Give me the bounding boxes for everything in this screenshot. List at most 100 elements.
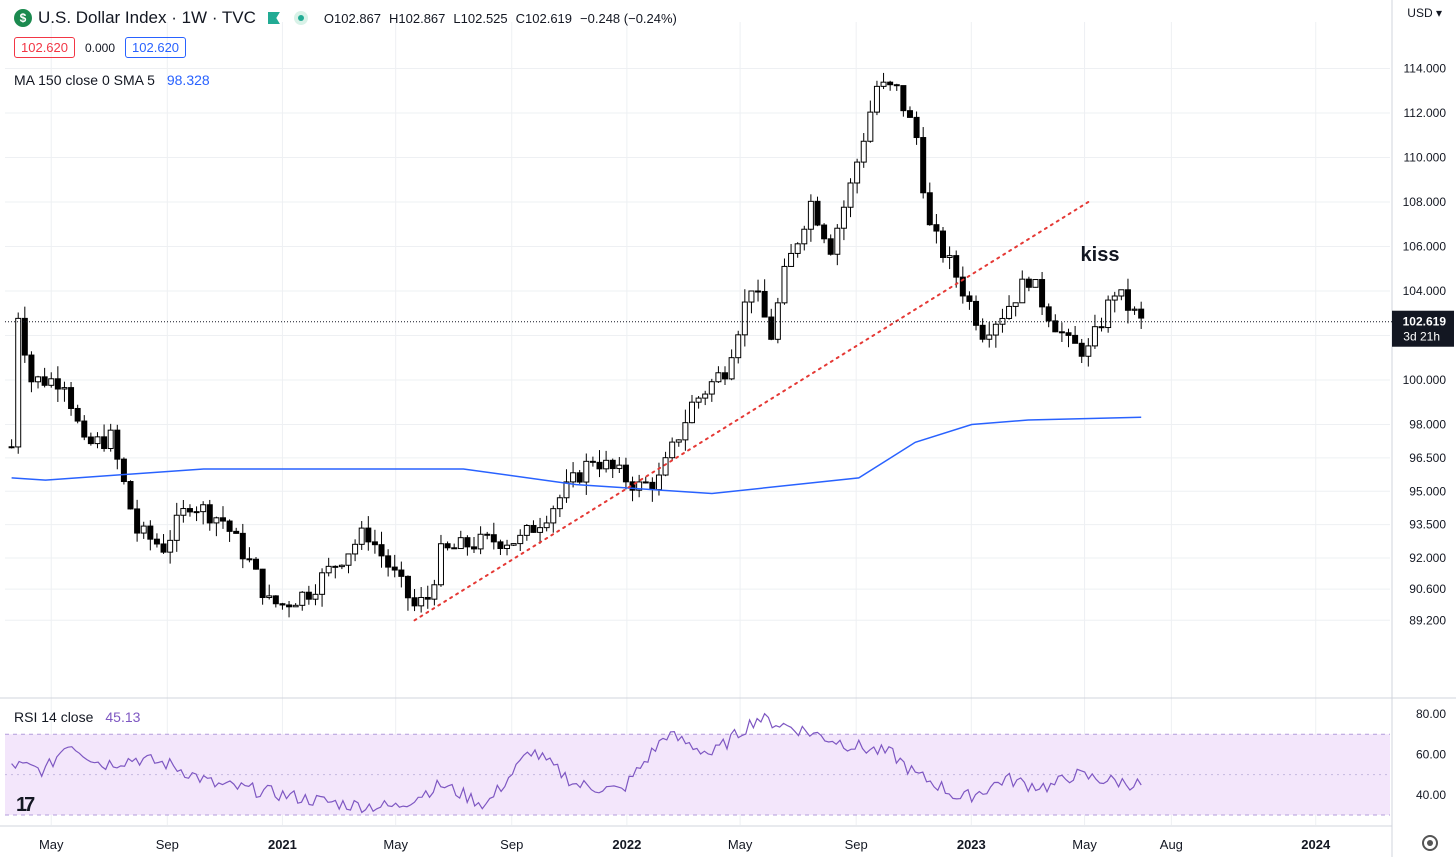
- candle-body: [451, 547, 458, 550]
- candle-body: [755, 290, 762, 293]
- time-tick-label: 2024: [1301, 837, 1331, 852]
- candle-body: [603, 459, 610, 470]
- price-tick-label: 114.000: [1404, 62, 1447, 76]
- candle-body: [200, 504, 207, 513]
- ohlc-low: L102.525: [453, 10, 508, 26]
- candle-body: [794, 243, 801, 254]
- time-tick-label: Sep: [500, 837, 523, 852]
- candle-body: [1045, 306, 1052, 322]
- price-tick-label: 104.000: [1403, 284, 1447, 298]
- candle-body: [272, 595, 279, 605]
- candle-body: [589, 460, 596, 463]
- time-tick-label: 2023: [957, 837, 986, 852]
- candle-body: [286, 604, 293, 608]
- candle-body: [279, 603, 286, 606]
- candle-body: [101, 436, 108, 449]
- candle-body: [497, 541, 504, 550]
- candle-body: [510, 543, 517, 546]
- symbol-legend[interactable]: $ U.S. Dollar Index · 1W · TVC O102.867 …: [14, 8, 677, 28]
- flag-icon[interactable]: [267, 12, 280, 24]
- ohlc-high: H102.867: [389, 10, 446, 26]
- candle-body: [173, 514, 180, 541]
- ohlc-close: C102.619: [515, 10, 573, 26]
- candle-body: [953, 255, 960, 278]
- spread-value: 0.000: [85, 40, 116, 55]
- ma-legend-value: 98.328: [166, 72, 210, 88]
- candle-body: [107, 429, 114, 449]
- candle-body: [1085, 345, 1092, 357]
- rsi-tick-label: 60.00: [1416, 747, 1446, 761]
- candle-body: [880, 81, 887, 87]
- candle-body: [332, 565, 339, 568]
- candle-body: [378, 544, 385, 557]
- candle-body: [556, 497, 563, 510]
- candle-body: [860, 140, 867, 163]
- time-tick-label: Aug: [1160, 837, 1183, 852]
- candle-body: [867, 111, 874, 142]
- candle-body: [411, 597, 418, 607]
- market-status-icon[interactable]: [293, 11, 308, 25]
- candle-body: [741, 301, 748, 336]
- ma-150-line: [11, 416, 1142, 495]
- candle-body: [992, 323, 999, 336]
- candle-body: [1019, 278, 1026, 304]
- candle-body: [1058, 331, 1065, 334]
- candle-body: [1072, 334, 1079, 344]
- candle-body: [622, 464, 629, 483]
- candle-body: [246, 558, 253, 561]
- candle-body: [385, 555, 392, 568]
- time-tick-label: May: [728, 837, 753, 852]
- candle-body: [537, 527, 544, 533]
- candle-body: [940, 230, 946, 258]
- candle-body: [1091, 326, 1098, 347]
- rsi-legend[interactable]: RSI 14 close 45.13: [14, 709, 140, 725]
- candle-body: [358, 527, 365, 545]
- candle-body: [305, 591, 312, 600]
- candle-body: [68, 387, 75, 409]
- currency-label: USD: [1407, 6, 1433, 20]
- candle-body: [695, 397, 702, 403]
- candle-body: [180, 508, 187, 516]
- time-tick-label: May: [39, 837, 64, 852]
- rsi-band: [5, 734, 1390, 815]
- candle-body: [517, 534, 524, 545]
- ma-legend[interactable]: MA 150 close 0 SMA 5 98.328: [14, 72, 210, 88]
- candle-body: [1105, 299, 1112, 329]
- candle-body: [642, 481, 649, 484]
- symbol-title[interactable]: U.S. Dollar Index · 1W · TVC: [38, 8, 256, 27]
- candle-body: [35, 376, 42, 383]
- currency-selector[interactable]: USD ▾: [1407, 6, 1442, 20]
- buy-price-button[interactable]: 102.620: [125, 37, 187, 58]
- candle-body: [431, 584, 438, 600]
- candle-body: [986, 334, 993, 340]
- candle-body: [722, 372, 729, 380]
- candle-body: [424, 596, 431, 600]
- candle-body: [781, 265, 788, 304]
- candle-body: [48, 378, 55, 386]
- candle-body: [1065, 332, 1072, 336]
- candle-body: [735, 334, 742, 359]
- candle-body: [457, 537, 464, 550]
- price-tick-label: 95.000: [1409, 484, 1446, 498]
- sell-price-button[interactable]: 102.620: [14, 37, 75, 58]
- time-tick-label: 2021: [268, 837, 297, 852]
- candle-body: [444, 543, 451, 549]
- candle-body: [959, 276, 966, 297]
- candle-body: [583, 460, 590, 483]
- candle-body: [477, 533, 484, 550]
- candle-body: [8, 446, 15, 449]
- gear-icon[interactable]: [1422, 835, 1438, 851]
- candle-body: [213, 517, 220, 524]
- candle-body: [253, 558, 260, 570]
- tradingview-logo-icon: 17: [16, 794, 35, 816]
- candle-body: [160, 543, 167, 553]
- candle-body: [140, 525, 147, 534]
- price-tick-label: 98.000: [1409, 418, 1446, 432]
- candle-body: [345, 553, 352, 566]
- candle-body: [550, 508, 557, 524]
- candle-body: [840, 206, 847, 229]
- candle-body: [41, 376, 48, 386]
- candle-body: [543, 522, 550, 529]
- candle-body: [675, 439, 682, 443]
